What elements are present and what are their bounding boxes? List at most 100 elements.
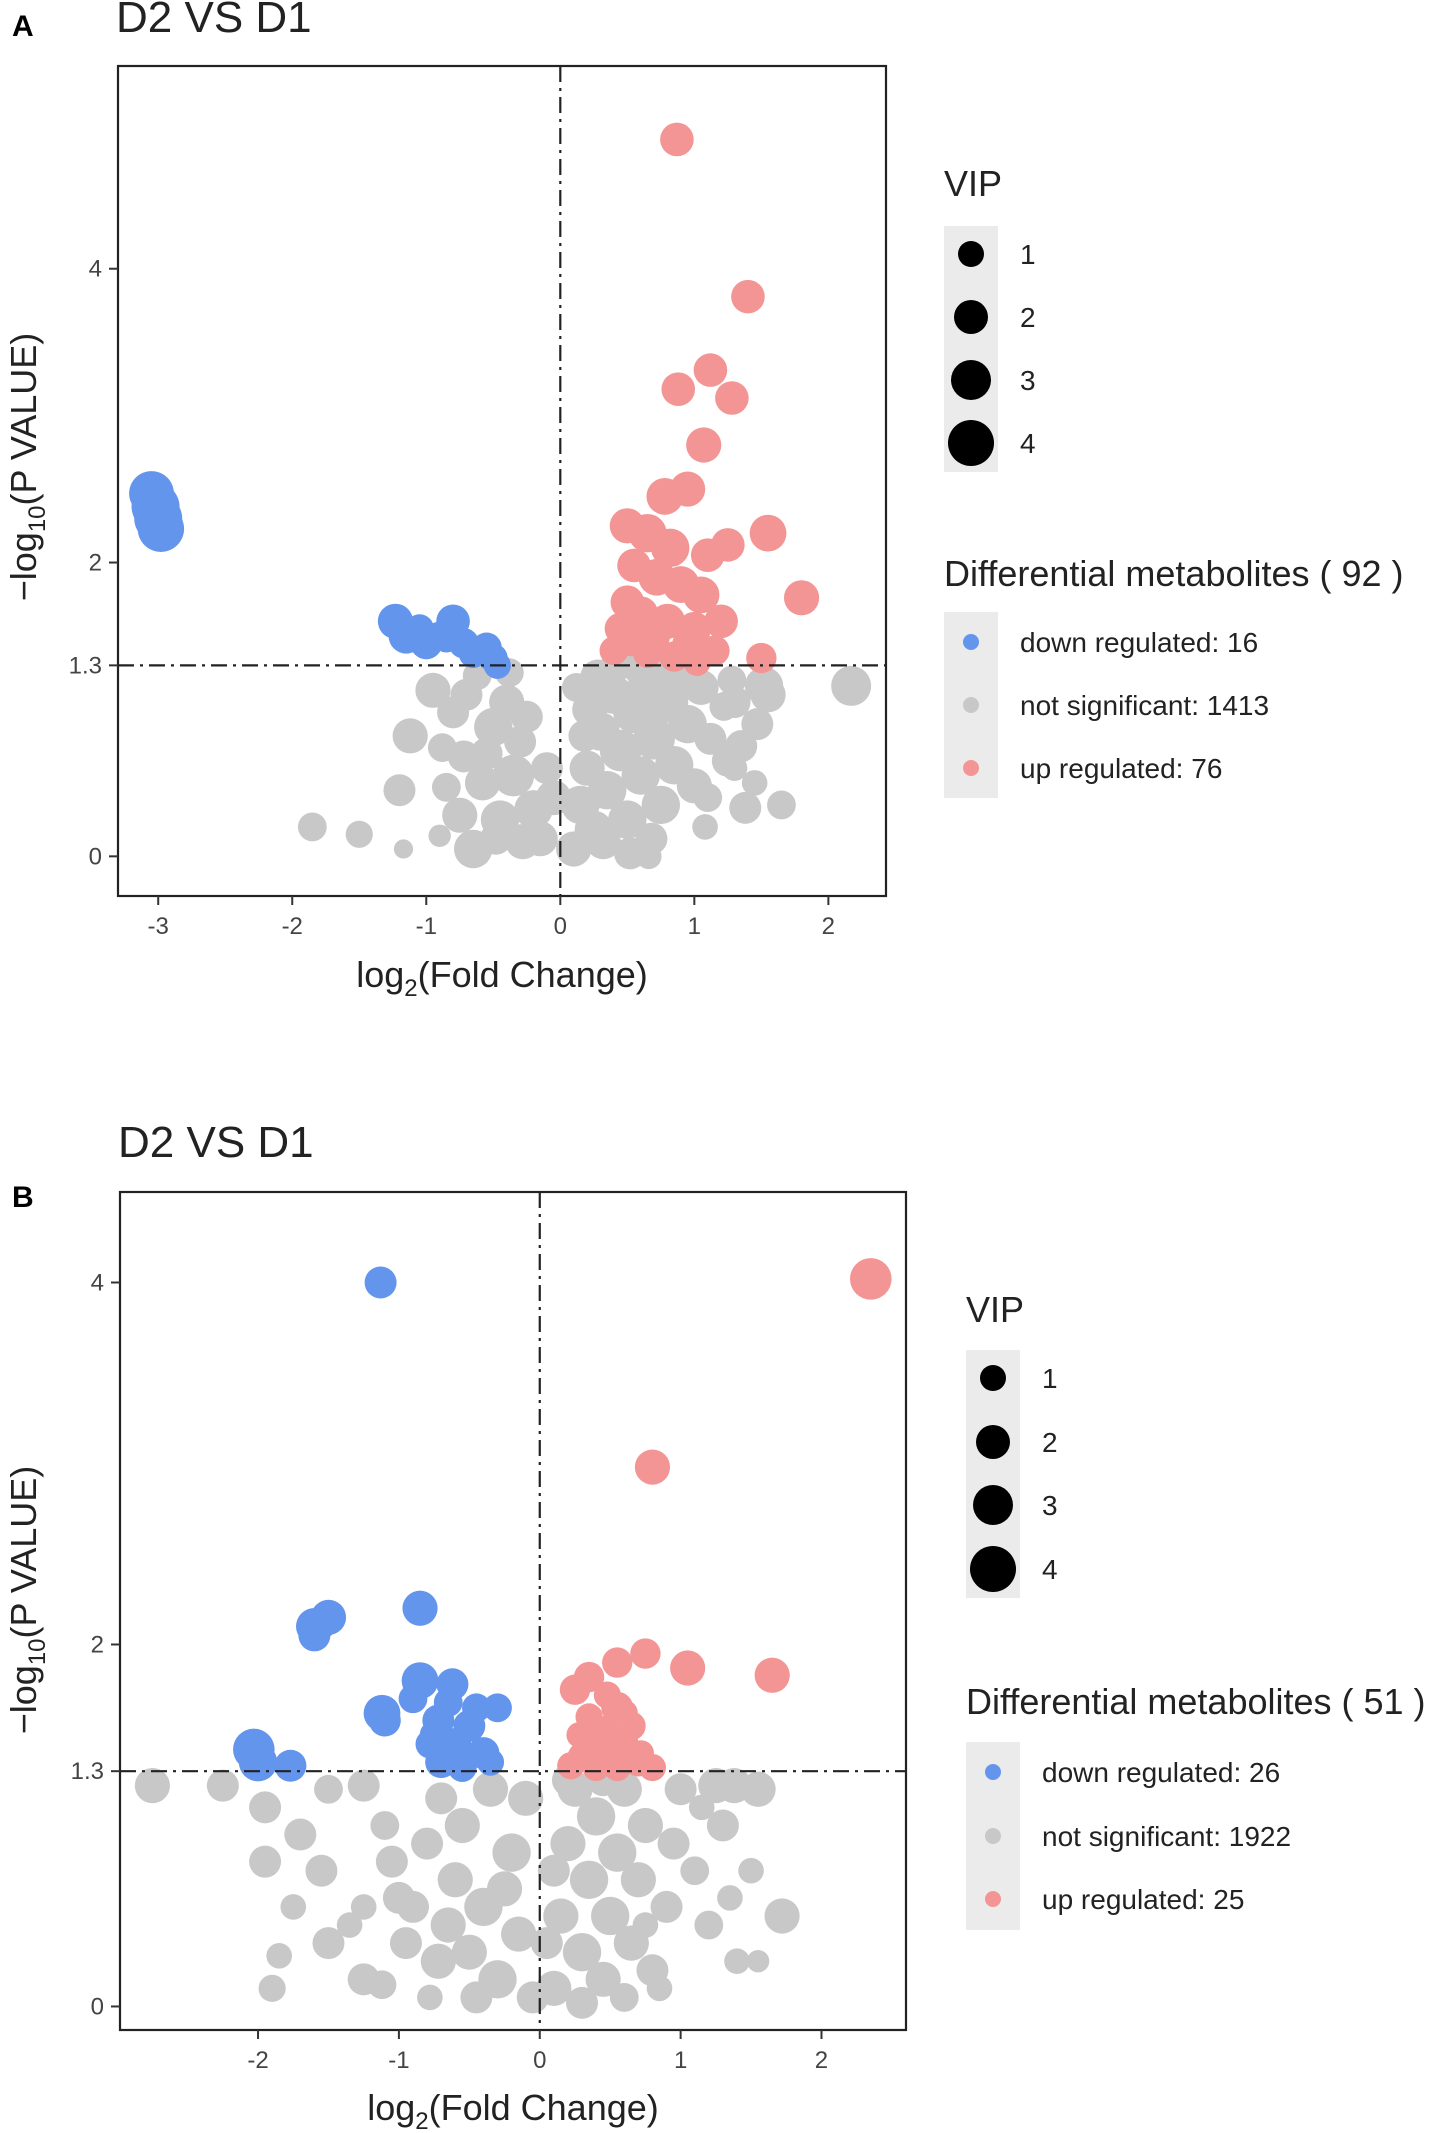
panel-b-vip-legend: VIP 1 2 3 4 xyxy=(966,1289,1058,1598)
x-tick-label: -2 xyxy=(282,913,303,940)
panel-a-legend-dot-ns xyxy=(963,697,979,713)
panel-b-diff-legend-title: Differential metabolites ( 51 ) xyxy=(966,1681,1426,1722)
point-ns-16 xyxy=(367,1970,397,2000)
point-down-14 xyxy=(405,614,434,644)
point-ns-50 xyxy=(585,824,621,860)
point-ns-21 xyxy=(504,725,537,758)
panel-a-x-ticks: -3 -2 -1 0 1 2 xyxy=(148,896,835,940)
y-tick-label: 1.3 xyxy=(69,652,102,679)
point-ns-33 xyxy=(430,1907,466,1943)
point-ns-32 xyxy=(472,1771,509,1807)
panel-b-legend-label-up: up regulated: 25 xyxy=(1042,1884,1244,1915)
point-ns-73 xyxy=(831,665,872,706)
point-down-23 xyxy=(433,1688,463,1717)
point-ns-4 xyxy=(392,718,428,754)
point-down-13 xyxy=(458,639,488,669)
point-up-4 xyxy=(715,381,749,415)
panel-a-y-axis-label: −log10(P VALUE) xyxy=(3,333,51,602)
point-ns-64 xyxy=(646,1975,673,2002)
point-ns-25 xyxy=(451,1934,487,1970)
point-up-17 xyxy=(682,576,720,614)
point-ns-60 xyxy=(693,783,723,812)
point-down-24 xyxy=(476,1748,505,1776)
point-down-18 xyxy=(461,1693,491,1723)
point-ns-71 xyxy=(537,1854,570,1887)
point-ns-64 xyxy=(568,719,601,752)
point-down-15 xyxy=(432,625,460,653)
point-ns-16 xyxy=(442,797,478,833)
point-up-4 xyxy=(630,1638,661,1669)
point-ns-24 xyxy=(530,752,563,785)
point-ns-10 xyxy=(375,1845,408,1878)
panel-b-vip-label-3: 3 xyxy=(1042,1490,1058,1521)
x-tick-label: 1 xyxy=(688,913,701,940)
panel-b-title: D2 VS D1 xyxy=(118,1118,314,1167)
point-ns-17 xyxy=(258,1974,286,2002)
point-ns-21 xyxy=(396,1890,429,1923)
point-ns-20 xyxy=(417,1984,443,2011)
point-up-16 xyxy=(557,1752,585,1780)
point-up-1 xyxy=(634,1449,671,1485)
point-ns-25 xyxy=(450,678,483,711)
point-ns-31 xyxy=(508,1780,544,1816)
x-tick-label: -1 xyxy=(388,2047,409,2074)
point-ns-67 xyxy=(725,730,758,763)
point-ns-30 xyxy=(501,1916,537,1952)
point-ns-18 xyxy=(266,1942,292,1969)
point-ns-0 xyxy=(297,812,327,842)
point-up-3 xyxy=(670,1650,706,1686)
point-ns-63 xyxy=(738,1857,764,1884)
point-up-1 xyxy=(731,279,765,314)
point-up-21 xyxy=(593,1681,621,1709)
point-ns-5 xyxy=(428,824,451,847)
y-tick-label: 4 xyxy=(91,1269,104,1296)
point-down-19 xyxy=(398,1684,428,1714)
point-ns-40 xyxy=(621,756,660,795)
point-ns-56 xyxy=(664,1773,697,1806)
point-ns-74 xyxy=(609,1983,639,2012)
panel-b-x-ticks: -2 -1 0 1 2 xyxy=(247,2030,828,2074)
point-up-22 xyxy=(610,1699,638,1727)
point-ns-59 xyxy=(694,722,727,755)
point-up-0 xyxy=(660,122,694,157)
point-ns-42 xyxy=(562,1932,602,1972)
point-up-10 xyxy=(651,528,690,568)
panel-b-vip-label-2: 2 xyxy=(1042,1427,1058,1458)
point-ns-7 xyxy=(249,1845,282,1878)
point-ns-8 xyxy=(415,672,451,708)
y-tick-label: 2 xyxy=(91,1631,104,1658)
panel-b-diff-legend: Differential metabolites ( 51 ) down reg… xyxy=(966,1681,1426,1930)
point-ns-35 xyxy=(588,771,627,810)
point-up-18 xyxy=(582,1753,610,1782)
point-ns-69 xyxy=(764,1898,800,1934)
point-ns-69 xyxy=(741,708,774,741)
point-ns-54 xyxy=(650,1890,683,1923)
point-ns-35 xyxy=(486,1871,523,1907)
point-ns-0 xyxy=(134,1768,170,1804)
point-down-2 xyxy=(238,1742,278,1782)
point-down-16 xyxy=(447,1753,477,1782)
point-ns-22 xyxy=(411,1827,444,1860)
panel-a-vip-label-2: 2 xyxy=(1020,302,1036,333)
point-ns-47 xyxy=(598,1833,637,1872)
point-ns-71 xyxy=(767,790,796,820)
panel-b-y-axis-label: −log10(P VALUE) xyxy=(3,1466,51,1735)
panel-a-y-ticks: 0 1.3 2 4 xyxy=(69,256,118,870)
point-ns-59 xyxy=(706,1809,739,1842)
point-ns-68 xyxy=(740,1771,776,1807)
point-up-23 xyxy=(566,1722,593,1748)
panel-a-diff-legend: Differential metabolites ( 92 ) down reg… xyxy=(944,553,1404,798)
y-tick-label: 4 xyxy=(89,256,102,283)
point-ns-29 xyxy=(492,1833,531,1872)
panel-b-legend-dot-ns xyxy=(985,1828,1001,1844)
point-down-6 xyxy=(402,1590,438,1626)
point-up-19 xyxy=(603,1753,631,1782)
point-ns-19 xyxy=(350,1894,377,1920)
point-ns-13 xyxy=(492,754,535,797)
panel-a-letter: A xyxy=(12,10,34,43)
y-tick-label: 2 xyxy=(89,550,102,577)
x-tick-label: 2 xyxy=(815,2047,828,2074)
panel-a-vip-legend-title: VIP xyxy=(944,163,1002,204)
point-ns-65 xyxy=(632,1912,659,1938)
panel-b: B D2 VS D1 -2 -1 0 1 2 0 1.3 2 4 log2(Fold Chan… xyxy=(3,1118,1426,2133)
